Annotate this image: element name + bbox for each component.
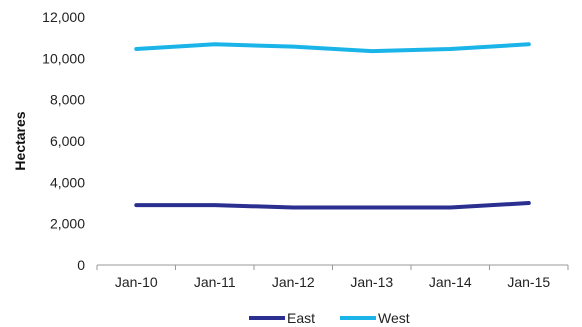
y-tick-label: 6,000 [50,133,85,149]
x-tick-label: Jan-15 [507,274,550,290]
x-tick-label: Jan-14 [429,274,472,290]
series-line-west [134,42,531,54]
y-tick-label: 0 [77,257,85,273]
y-axis-ticks: 0 2,000 4,000 6,000 8,000 10,000 12,000 [42,9,85,273]
x-tick-label: Jan-13 [350,274,393,290]
y-tick-label: 2,000 [50,216,85,232]
y-tick-label: 8,000 [50,92,85,108]
x-tick-label: Jan-11 [194,274,236,290]
x-tick-label: Jan-12 [272,274,315,290]
x-tick-label: Jan-10 [115,274,158,290]
y-tick-label: 12,000 [42,9,85,25]
series-lines [134,42,531,210]
legend-label-east: East [287,310,315,326]
series-line-east [134,201,531,210]
legend: East West [249,310,410,326]
legend-label-west: West [378,310,410,326]
y-axis-title: Hectares [12,111,28,170]
y-tick-label: 4,000 [50,174,85,190]
y-tick-label: 10,000 [42,50,85,66]
x-axis-ticks: Jan-10 Jan-11 Jan-12 Jan-13 Jan-14 Jan-15 [96,265,569,290]
